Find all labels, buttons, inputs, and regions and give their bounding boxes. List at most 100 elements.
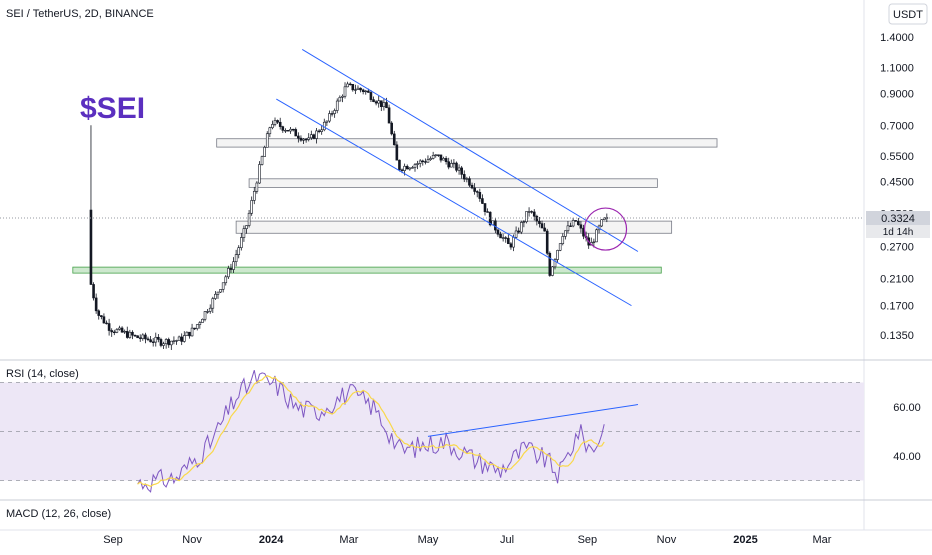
- candle-body: [361, 89, 365, 92]
- candle-body: [151, 341, 155, 343]
- price-candles: [89, 81, 609, 350]
- rsi-moving-average[interactable]: [137, 375, 605, 487]
- resistance-zone-1[interactable]: [235, 220, 673, 234]
- candle-body: [416, 163, 419, 165]
- candle-body: [159, 339, 163, 346]
- candle-body: [320, 129, 323, 132]
- candle-body: [540, 223, 544, 229]
- candle-body: [170, 340, 173, 346]
- candle-body: [131, 331, 134, 336]
- candle-body: [564, 230, 567, 237]
- breakout-highlight-circle[interactable]: [583, 207, 628, 251]
- candle-body: [519, 222, 523, 233]
- candle-body: [100, 315, 103, 318]
- resistance-zone-3[interactable]: [216, 138, 718, 148]
- candle-body: [141, 334, 145, 339]
- price-tick-label: 0.1700: [880, 301, 914, 313]
- candle-body: [431, 155, 435, 159]
- symbol-title[interactable]: SEI / TetherUS, 2D, BINANCE: [6, 8, 154, 20]
- candle-body: [112, 331, 116, 334]
- currency-button-label[interactable]: USDT: [893, 9, 923, 21]
- candle-body: [558, 243, 562, 251]
- channel-line-1[interactable]: [276, 98, 632, 307]
- channel-line-0[interactable]: [301, 48, 639, 252]
- candle-body: [382, 102, 386, 107]
- candle-body: [543, 227, 546, 232]
- candle-body: [499, 233, 502, 239]
- candle-body: [268, 127, 272, 135]
- candle-body: [374, 101, 378, 104]
- candle-body: [255, 182, 259, 192]
- candle-body: [395, 144, 399, 161]
- candle-body: [447, 161, 451, 168]
- support-zone-0[interactable]: [72, 266, 662, 274]
- candle-body: [289, 128, 292, 132]
- candle-body: [120, 327, 124, 333]
- candle-body: [252, 191, 256, 201]
- candle-body: [380, 100, 383, 107]
- candle-body: [157, 336, 160, 340]
- candle-body: [341, 95, 344, 98]
- macd-title[interactable]: MACD (12, 26, close): [6, 508, 111, 520]
- candle-body: [258, 164, 261, 184]
- candle-body: [356, 87, 360, 90]
- rsi-line[interactable]: [137, 370, 605, 493]
- candle-body: [600, 219, 603, 227]
- candle-body: [229, 268, 233, 270]
- resistance-zone-2[interactable]: [248, 178, 658, 188]
- candle-body: [418, 160, 422, 164]
- candle-body: [488, 211, 492, 226]
- rsi-divergence-line[interactable]: [427, 404, 639, 437]
- candle-body: [250, 200, 253, 214]
- rsi-panel: [0, 370, 864, 493]
- current-price-label: 0.3324: [881, 213, 915, 225]
- candle-body: [123, 331, 126, 333]
- candle-body: [304, 138, 308, 141]
- candle-body: [97, 310, 101, 316]
- candle-body: [162, 343, 165, 346]
- candle-body: [571, 220, 575, 227]
- descending-channel[interactable]: [276, 48, 639, 307]
- candle-body: [444, 158, 448, 163]
- candle-body: [281, 126, 285, 131]
- candle-body: [343, 86, 347, 97]
- candle-body: [154, 336, 158, 343]
- candle-body: [507, 237, 510, 245]
- candle-body: [385, 102, 388, 109]
- candle-body: [278, 121, 282, 127]
- candle-body: [115, 329, 119, 333]
- candle-body: [553, 259, 557, 268]
- price-tick-label: 1.1000: [880, 63, 914, 75]
- candle-body: [429, 158, 432, 160]
- candle-body: [208, 307, 212, 312]
- countdown-label: 1d 14h: [883, 227, 914, 238]
- rsi-title[interactable]: RSI (14, close): [6, 368, 79, 380]
- candle-body: [392, 133, 396, 146]
- candle-body: [413, 164, 417, 168]
- time-axis-labels: Sep Nov 2024 Mar May Jul Sep Nov 2025 Mar: [103, 534, 832, 546]
- candle-body: [504, 237, 508, 239]
- candle-body: [602, 217, 606, 220]
- candle-body: [455, 162, 458, 171]
- candle-body: [367, 90, 370, 93]
- candle-body: [214, 293, 217, 299]
- currency-button-frame[interactable]: [888, 3, 928, 25]
- candle-body: [107, 323, 111, 331]
- candle-body: [224, 276, 228, 284]
- candle-body: [439, 154, 443, 161]
- candle-body: [216, 291, 220, 295]
- candle-body: [525, 211, 528, 223]
- current-price-tag[interactable]: [866, 211, 930, 225]
- candle-body: [545, 230, 549, 254]
- candle-body: [496, 229, 500, 235]
- candle-body: [595, 229, 598, 243]
- currency-button[interactable]: USDT: [888, 3, 928, 25]
- candle-body: [206, 311, 209, 313]
- candle-body: [102, 316, 106, 324]
- time-axis-label: Nov: [657, 534, 677, 546]
- time-axis-label: Nov: [182, 534, 202, 546]
- candle-body: [548, 252, 552, 276]
- candle-body: [449, 163, 453, 168]
